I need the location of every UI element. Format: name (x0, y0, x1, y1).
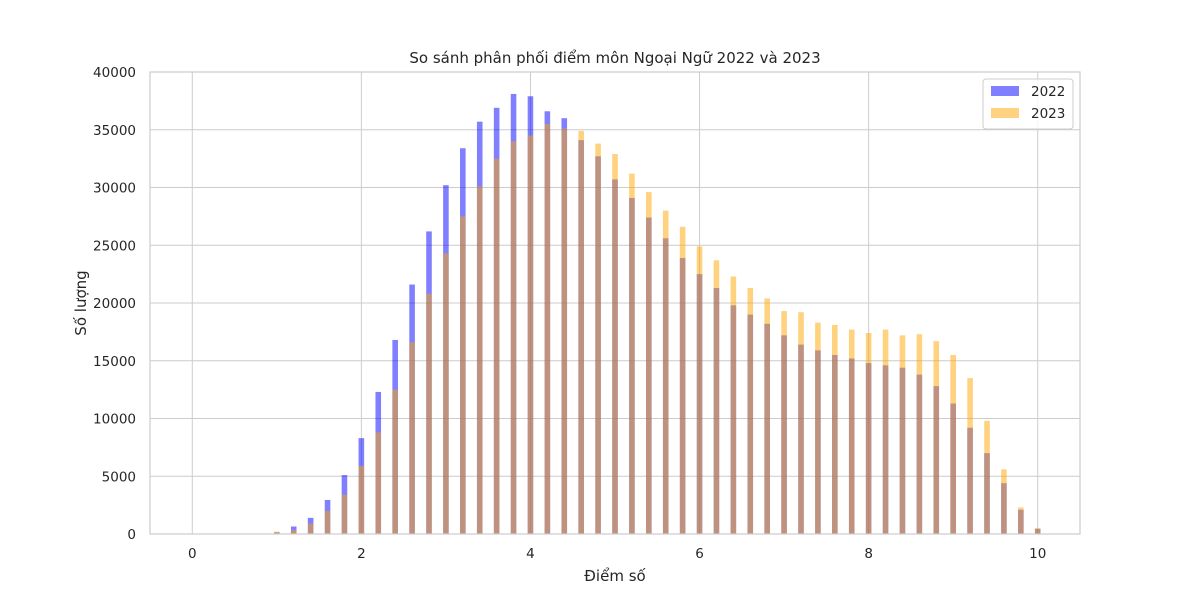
bar-2023 (341, 494, 348, 534)
y-tick-label: 20000 (93, 296, 136, 312)
bar-2023 (493, 158, 500, 534)
x-tick-labels: 0 2 4 6 8 10 (188, 546, 1046, 562)
bar-2023 (950, 354, 956, 534)
bar-2023 (679, 226, 686, 534)
y-tick-label: 40000 (93, 65, 136, 81)
bar-2023 (527, 135, 534, 534)
bar-2023 (815, 322, 821, 534)
bar-2023 (967, 378, 973, 534)
bar-2023 (696, 246, 703, 534)
x-tick-label: 10 (1029, 546, 1046, 562)
legend-label-2023: 2023 (1031, 106, 1065, 122)
bar-2023 (561, 128, 568, 534)
bar-2023 (713, 260, 720, 534)
legend-swatch-2023 (991, 108, 1019, 118)
bar-2023 (764, 298, 770, 534)
legend-label-2022: 2022 (1031, 84, 1065, 100)
y-tick-label: 5000 (102, 469, 136, 485)
legend: 2022 2023 (982, 78, 1074, 130)
bar-2023 (290, 529, 297, 534)
bar-2023 (832, 324, 838, 534)
bar-2023 (510, 141, 517, 535)
y-tick-label: 10000 (93, 412, 136, 428)
bar-2023 (274, 531, 280, 534)
bars (257, 93, 1041, 535)
bar-2023 (595, 143, 601, 535)
bar-2023 (612, 154, 618, 534)
bar-2023 (1034, 528, 1041, 534)
bar-2023 (662, 210, 669, 534)
y-tick-label: 0 (127, 527, 136, 543)
y-tick-label: 25000 (93, 238, 136, 254)
bar-2023 (443, 253, 449, 534)
x-tick-label: 6 (695, 546, 704, 562)
chart-title: So sánh phân phối điểm môn Ngoại Ngữ 202… (409, 49, 820, 67)
bar-2023 (865, 333, 872, 534)
y-axis-label: Số lượng (72, 270, 90, 335)
x-axis-label: Điểm số (584, 567, 646, 585)
y-tick-label: 30000 (93, 181, 136, 197)
bar-2023 (882, 329, 889, 534)
bar-2023 (933, 341, 940, 534)
bar-2023 (984, 420, 990, 534)
bar-2023 (730, 276, 737, 534)
bar-2023 (646, 192, 652, 534)
series-2023 (257, 123, 1041, 535)
bar-2023 (916, 334, 923, 534)
bar-2023 (324, 510, 331, 534)
bar-2023 (375, 432, 382, 534)
x-tick-label: 0 (188, 546, 197, 562)
plot-frame (149, 71, 1081, 535)
bar-2023 (747, 287, 754, 534)
y-tick-label: 15000 (93, 354, 136, 370)
y-tick-label: 35000 (93, 123, 136, 139)
x-tick-label: 2 (357, 546, 366, 562)
y-tick-labels: 0 5000 10000 15000 20000 25000 30000 35000 40000 (93, 65, 136, 543)
bar-2023 (409, 342, 415, 534)
x-tick-label: 8 (864, 546, 873, 562)
bar-2023 (307, 523, 314, 534)
bar-2023 (629, 173, 635, 534)
bar-2023 (1001, 469, 1007, 534)
bar-2023 (781, 311, 787, 534)
legend-swatch-2022 (991, 86, 1019, 96)
bar-2023 (460, 216, 466, 534)
bar-2023 (899, 335, 906, 534)
bar-2023 (798, 312, 804, 534)
bar-2023 (578, 130, 584, 534)
bar-2023 (544, 123, 551, 534)
x-tick-label: 4 (526, 546, 535, 562)
bar-2023 (392, 389, 398, 534)
bar-2023 (1018, 507, 1024, 534)
bar-2023 (476, 186, 483, 534)
bar-2023 (358, 465, 365, 534)
bar-2023 (848, 329, 855, 534)
bar-2023 (426, 293, 432, 534)
